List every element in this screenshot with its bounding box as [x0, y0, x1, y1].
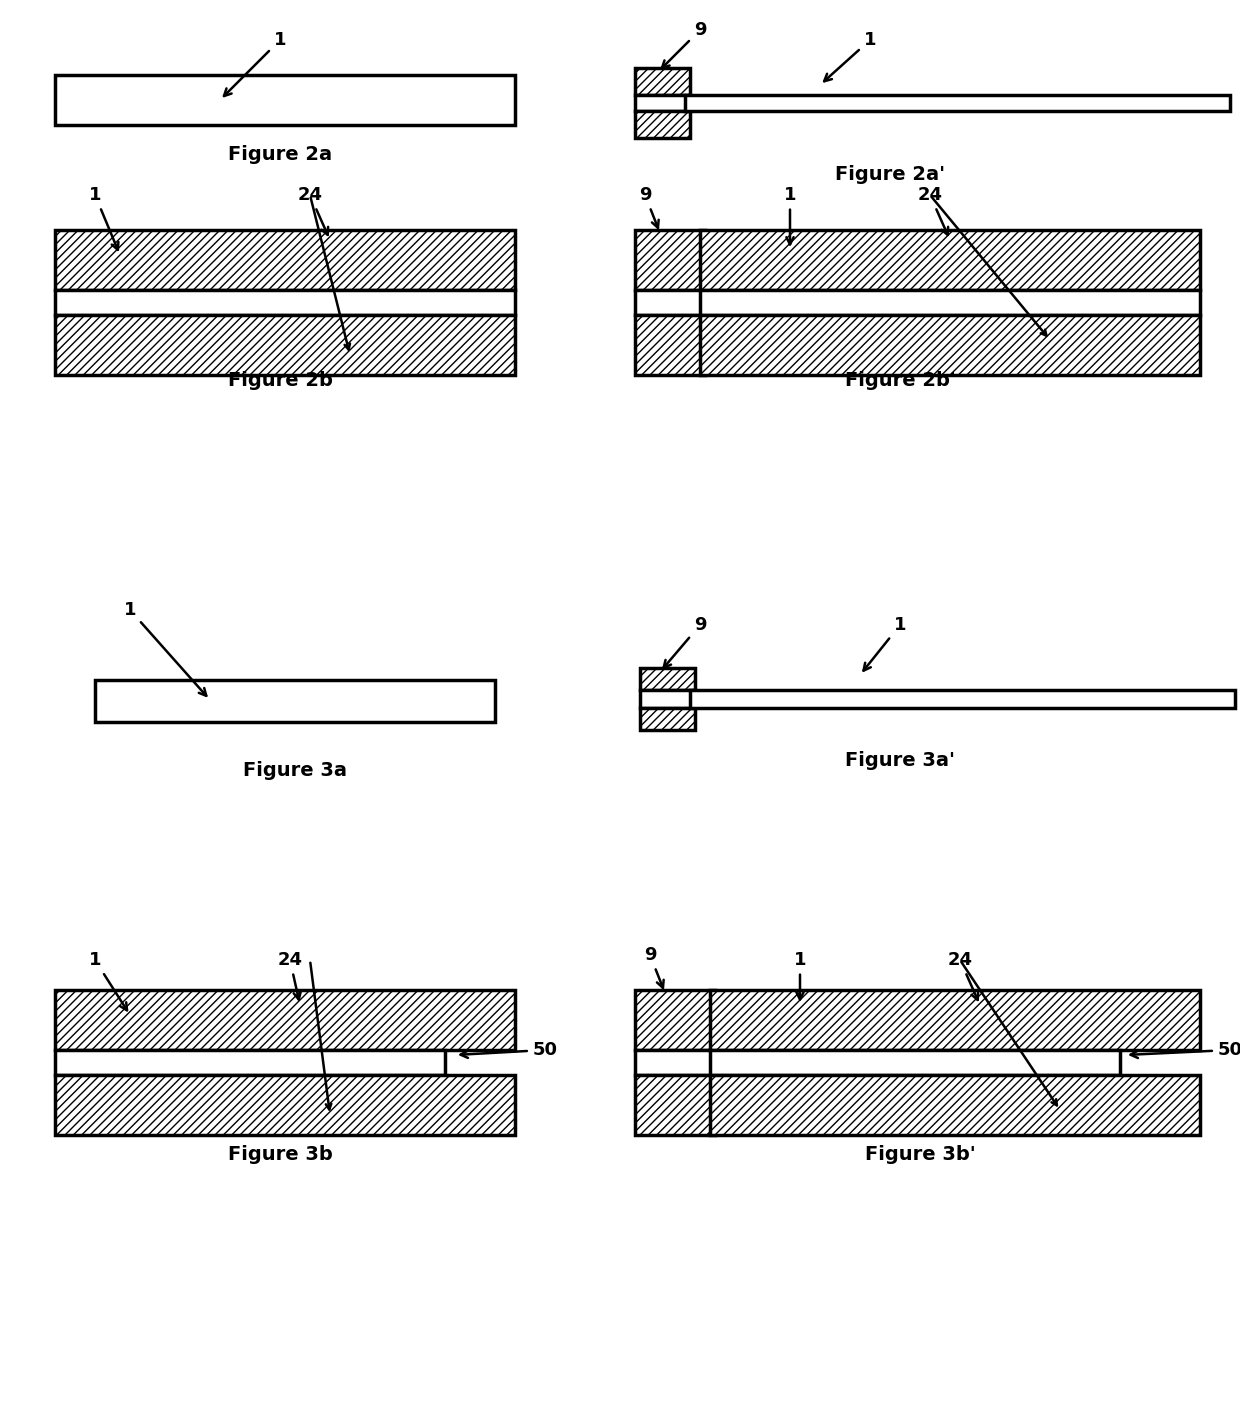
Bar	[701, 230, 1200, 290]
Text: 50: 50	[1131, 1041, 1240, 1059]
Bar	[635, 230, 706, 290]
Bar	[55, 74, 515, 125]
Text: Figure 2a': Figure 2a'	[835, 166, 945, 185]
Text: 24: 24	[298, 187, 329, 234]
Text: 1: 1	[89, 951, 126, 1010]
Text: Figure 3a: Figure 3a	[243, 760, 347, 780]
Bar	[711, 1049, 1120, 1075]
Text: 1: 1	[794, 951, 806, 999]
Text: Figure 2b: Figure 2b	[228, 370, 332, 390]
Text: 9: 9	[639, 187, 658, 227]
Bar	[635, 290, 706, 316]
Bar	[640, 668, 694, 690]
Bar	[701, 316, 1200, 375]
Text: 9: 9	[663, 616, 707, 668]
Bar	[711, 1075, 1200, 1135]
Text: 1: 1	[825, 31, 877, 81]
Text: 1: 1	[89, 187, 118, 250]
Bar	[55, 290, 515, 316]
Bar	[55, 1049, 445, 1075]
Text: 24: 24	[947, 951, 978, 1000]
Text: 24: 24	[918, 187, 949, 234]
Bar	[635, 316, 706, 375]
Bar	[635, 67, 689, 95]
Text: Figure 3a': Figure 3a'	[844, 751, 955, 769]
Text: 1: 1	[124, 600, 206, 696]
Bar	[635, 95, 689, 111]
Text: Figure 2b': Figure 2b'	[844, 370, 956, 390]
Bar	[635, 1075, 715, 1135]
Text: Figure 3b': Figure 3b'	[864, 1145, 976, 1164]
Text: 50: 50	[460, 1041, 558, 1059]
Bar	[55, 991, 515, 1049]
Bar	[55, 316, 515, 375]
Bar	[635, 1049, 715, 1075]
Bar	[640, 709, 694, 730]
Bar	[640, 690, 694, 709]
Text: 9: 9	[644, 946, 663, 988]
Bar	[55, 230, 515, 290]
Text: 1: 1	[784, 187, 796, 244]
Text: 1: 1	[863, 616, 906, 671]
Bar	[711, 991, 1200, 1049]
Text: 1: 1	[224, 31, 286, 95]
Text: 9: 9	[662, 21, 707, 69]
Bar	[684, 95, 1230, 111]
Text: 24: 24	[278, 951, 303, 999]
Bar	[635, 111, 689, 137]
Text: Figure 2a: Figure 2a	[228, 146, 332, 164]
Bar	[689, 690, 1235, 709]
Text: Figure 3b: Figure 3b	[228, 1145, 332, 1164]
Bar	[55, 1075, 515, 1135]
Bar	[701, 290, 1200, 316]
Bar	[635, 991, 715, 1049]
Bar	[95, 680, 495, 723]
